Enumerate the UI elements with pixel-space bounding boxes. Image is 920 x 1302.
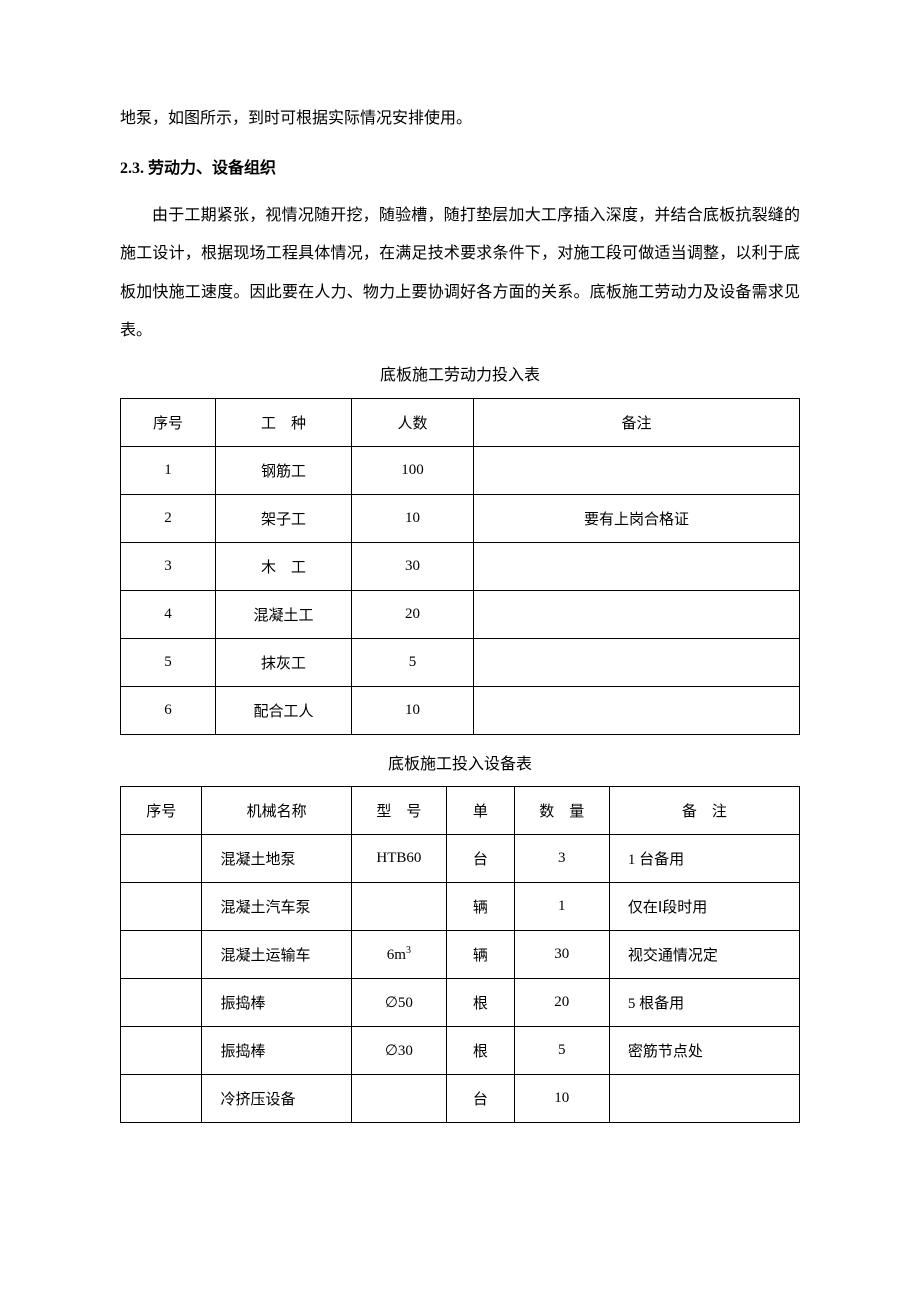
- table-row: 2架子工10要有上岗合格证: [121, 494, 800, 542]
- table-cell: 木 工: [216, 542, 352, 590]
- table-cell: 钢筋工: [216, 446, 352, 494]
- table-cell: 5: [121, 638, 216, 686]
- table-cell: 30: [351, 542, 473, 590]
- table-header-cell: 备 注: [609, 786, 799, 834]
- section-heading: 2.3. 劳动力、设备组织: [120, 150, 800, 188]
- table-cell: 3: [121, 542, 216, 590]
- table-cell: HTB60: [351, 834, 446, 882]
- table-cell: [351, 882, 446, 930]
- table-cell: 100: [351, 446, 473, 494]
- table-header-cell: 备注: [474, 398, 800, 446]
- table-cell: 架子工: [216, 494, 352, 542]
- table-cell: 振捣棒: [202, 1026, 351, 1074]
- table-row: 4混凝土工20: [121, 590, 800, 638]
- table-row: 冷挤压设备 台10: [121, 1074, 800, 1122]
- table-cell: 1: [514, 882, 609, 930]
- table-cell: 台: [446, 1074, 514, 1122]
- table-cell: [609, 1074, 799, 1122]
- table-cell: ∅50: [351, 978, 446, 1026]
- table-cell: [121, 834, 202, 882]
- intro-paragraph: 地泵，如图所示，到时可根据实际情况安排使用。: [120, 100, 800, 138]
- table-cell: [121, 930, 202, 978]
- table-cell: 混凝土工: [216, 590, 352, 638]
- table-cell: [121, 978, 202, 1026]
- table-cell: 辆: [446, 930, 514, 978]
- table-cell: 根: [446, 978, 514, 1026]
- table-cell: 混凝土地泵: [202, 834, 351, 882]
- table-row: 6配合工人10: [121, 686, 800, 734]
- table-cell: 1: [121, 446, 216, 494]
- table-header-cell: 机械名称: [202, 786, 351, 834]
- table-cell: 6m3: [351, 930, 446, 978]
- table-cell: 5: [514, 1026, 609, 1074]
- table-cell: 10: [514, 1074, 609, 1122]
- table-header-cell: 单: [446, 786, 514, 834]
- table-row: 3木 工30: [121, 542, 800, 590]
- body-paragraph: 由于工期紧张，视情况随开挖，随验槽，随打垫层加大工序插入深度，并结合底板抗裂缝的…: [120, 197, 800, 351]
- table-cell: 振捣棒: [202, 978, 351, 1026]
- table-cell: 1 台备用: [609, 834, 799, 882]
- table-header-cell: 序号: [121, 786, 202, 834]
- table-cell: [351, 1074, 446, 1122]
- table-cell: 4: [121, 590, 216, 638]
- table-cell: ∅30: [351, 1026, 446, 1074]
- table-cell: 辆: [446, 882, 514, 930]
- table-cell: [121, 882, 202, 930]
- table-cell: [121, 1026, 202, 1074]
- table-row: 振捣棒∅50根205 根备用: [121, 978, 800, 1026]
- table-header-row: 序号 工 种 人数 备注: [121, 398, 800, 446]
- table-cell: [474, 446, 800, 494]
- table-row: 振捣棒∅30根5密筋节点处: [121, 1026, 800, 1074]
- table-cell: 根: [446, 1026, 514, 1074]
- table-cell: 6: [121, 686, 216, 734]
- table2-title: 底板施工投入设备表: [120, 747, 800, 782]
- table-cell: 5 根备用: [609, 978, 799, 1026]
- table-cell: 3: [514, 834, 609, 882]
- table-header-cell: 数 量: [514, 786, 609, 834]
- table-cell: 冷挤压设备: [202, 1074, 351, 1122]
- table-header-cell: 工 种: [216, 398, 352, 446]
- table-cell: [474, 542, 800, 590]
- table-cell: 密筋节点处: [609, 1026, 799, 1074]
- table-cell: 仅在Ⅰ段时用: [609, 882, 799, 930]
- table-cell: 混凝土汽车泵: [202, 882, 351, 930]
- equipment-table: 序号 机械名称 型 号 单 数 量 备 注 混凝土地泵HTB60台31 台备用混…: [120, 786, 800, 1123]
- table-cell: [474, 686, 800, 734]
- table-row: 混凝土汽车泵 辆1仅在Ⅰ段时用: [121, 882, 800, 930]
- table-cell: 配合工人: [216, 686, 352, 734]
- table-cell: 台: [446, 834, 514, 882]
- table-row: 1钢筋工100: [121, 446, 800, 494]
- table-cell: 抹灰工: [216, 638, 352, 686]
- table-cell: 10: [351, 494, 473, 542]
- table-cell: 10: [351, 686, 473, 734]
- table-header-row: 序号 机械名称 型 号 单 数 量 备 注: [121, 786, 800, 834]
- table-header-cell: 人数: [351, 398, 473, 446]
- table-cell: 20: [514, 978, 609, 1026]
- table-cell: 2: [121, 494, 216, 542]
- table-header-cell: 型 号: [351, 786, 446, 834]
- table-cell: 30: [514, 930, 609, 978]
- table-cell: 视交通情况定: [609, 930, 799, 978]
- table-cell: [474, 638, 800, 686]
- table-cell: [474, 590, 800, 638]
- table-header-cell: 序号: [121, 398, 216, 446]
- table-cell: 要有上岗合格证: [474, 494, 800, 542]
- table-row: 混凝土运输车6m3辆30视交通情况定: [121, 930, 800, 978]
- table-row: 混凝土地泵HTB60台31 台备用: [121, 834, 800, 882]
- table-cell: [121, 1074, 202, 1122]
- labor-table: 序号 工 种 人数 备注 1钢筋工1002架子工10要有上岗合格证3木 工304…: [120, 398, 800, 735]
- table-cell: 混凝土运输车: [202, 930, 351, 978]
- table1-title: 底板施工劳动力投入表: [120, 358, 800, 393]
- table-cell: 20: [351, 590, 473, 638]
- table-row: 5抹灰工5: [121, 638, 800, 686]
- table-cell: 5: [351, 638, 473, 686]
